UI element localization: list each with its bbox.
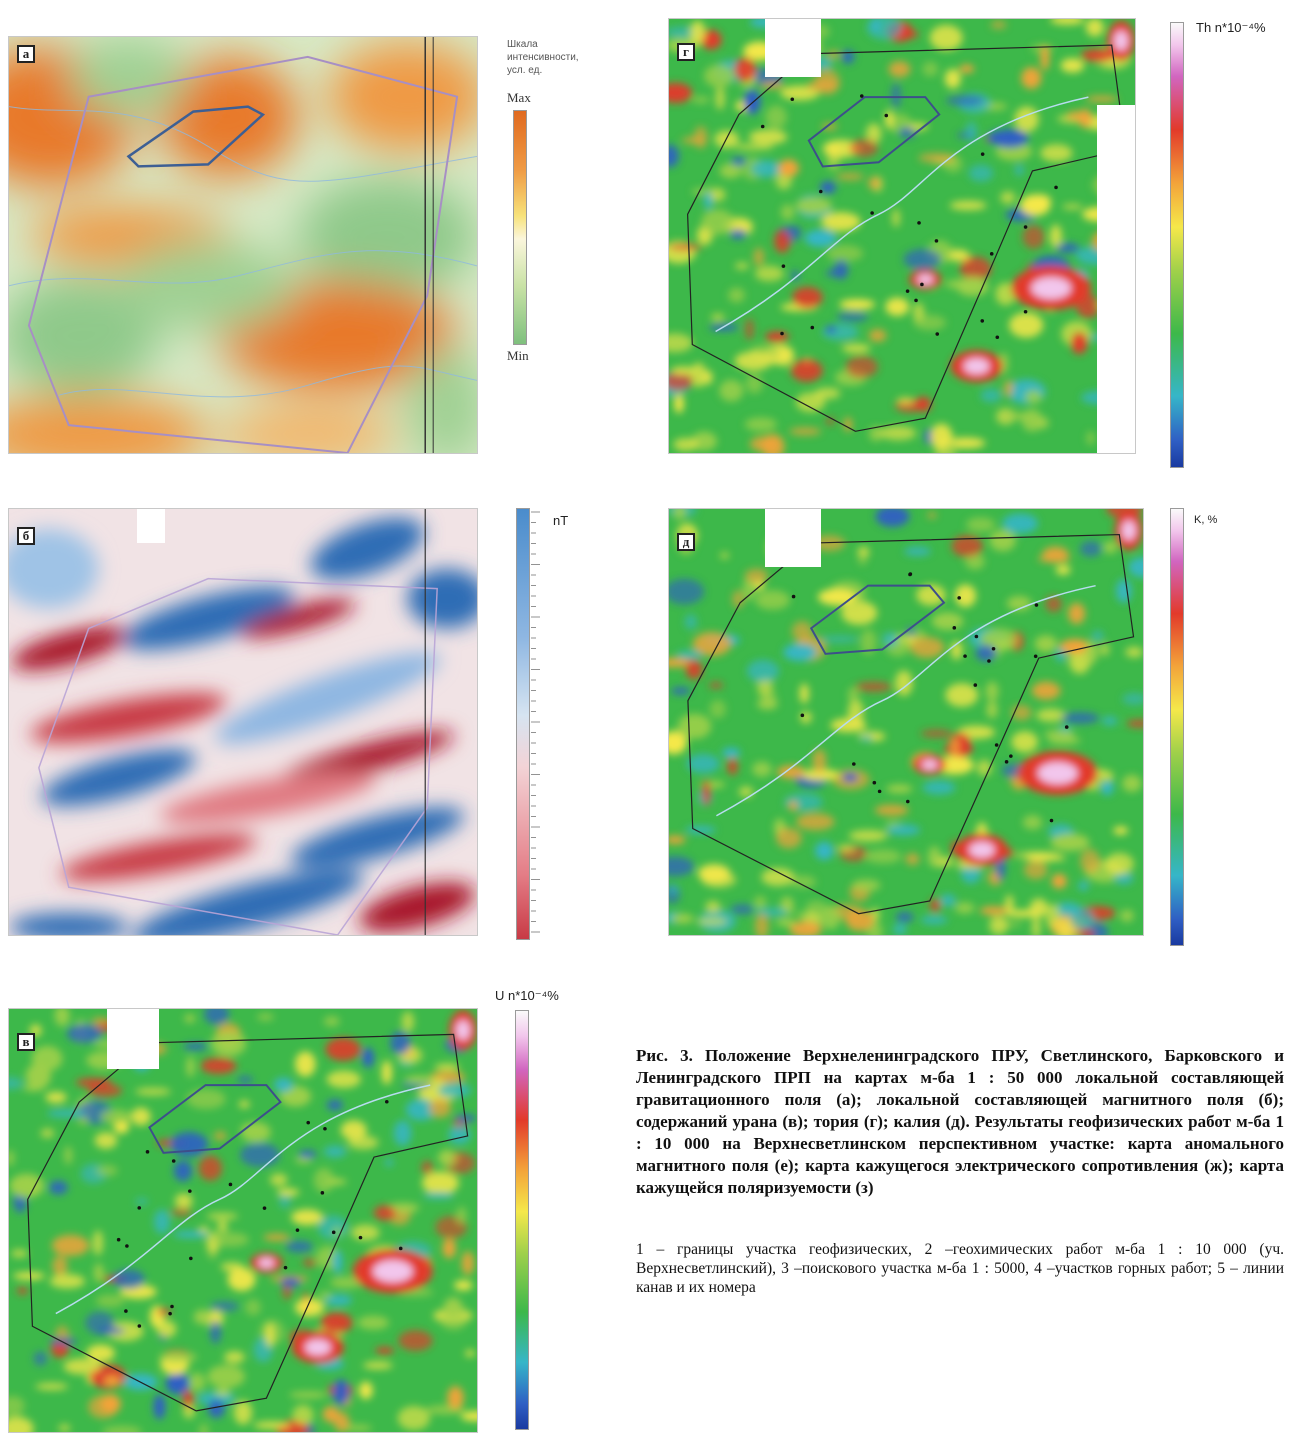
uranium-legend-bar bbox=[515, 1010, 529, 1430]
panel-letter-g: г bbox=[677, 43, 695, 61]
thorium-legend-bar bbox=[1170, 22, 1184, 468]
map-gravity: а bbox=[8, 36, 478, 454]
gravity-field-image bbox=[9, 37, 477, 453]
uranium-field-image bbox=[9, 1009, 477, 1432]
map-uranium: в bbox=[8, 1008, 478, 1433]
magnetic-field-image bbox=[9, 509, 477, 935]
magnetic-legend-bar bbox=[516, 508, 530, 940]
gravity-legend-title: Шкала интенсивности, усл. ед. bbox=[507, 39, 579, 76]
thorium-legend-unit: Th n*10⁻⁴% bbox=[1196, 20, 1266, 35]
gravity-legend-max: Max bbox=[507, 90, 531, 105]
figure-caption-title: Рис. 3. Положение Верхнеленинградского П… bbox=[636, 1046, 1284, 1197]
map-magnetic: б bbox=[8, 508, 478, 936]
gravity-legend-bar bbox=[513, 110, 527, 345]
uranium-legend-unit: U n*10⁻⁴% bbox=[495, 988, 559, 1003]
thorium-field-image bbox=[669, 19, 1135, 453]
map-thorium: г bbox=[668, 18, 1136, 454]
panel-letter-d: д bbox=[677, 533, 695, 551]
gravity-legend-min: Min bbox=[507, 348, 529, 363]
potassium-legend-unit: K, % bbox=[1194, 514, 1218, 526]
potassium-field-image bbox=[669, 509, 1143, 935]
map-potassium: д bbox=[668, 508, 1144, 936]
magnetic-legend-ticks bbox=[531, 511, 540, 933]
magnetic-legend-unit: nT bbox=[553, 513, 569, 528]
figure-caption-legend: 1 – границы участка геофизических, 2 –ге… bbox=[636, 1241, 1284, 1296]
panel-letter-a: а bbox=[17, 45, 35, 63]
panel-letter-v: в bbox=[17, 1033, 35, 1051]
potassium-legend-bar bbox=[1170, 508, 1184, 946]
panel-letter-b: б bbox=[17, 527, 35, 545]
